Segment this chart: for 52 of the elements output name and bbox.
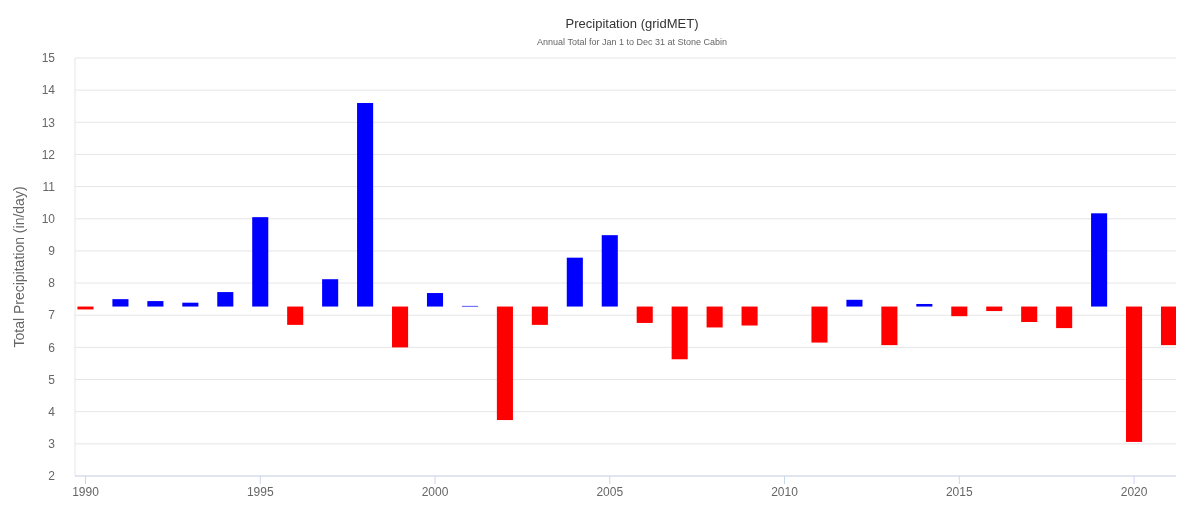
bar [287, 306, 304, 325]
y-tick-label: 10 [41, 211, 56, 226]
y-tick-label: 14 [41, 83, 56, 98]
bar [951, 306, 968, 317]
y-tick-label: 9 [48, 244, 56, 259]
bar [1126, 306, 1143, 442]
chart-subtitle: Annual Total for Jan 1 to Dec 31 at Stone Cabin [537, 37, 727, 47]
x-tick-label: 2010 [771, 485, 799, 499]
y-tick-label: 8 [48, 276, 56, 291]
y-tick-label: 13 [41, 115, 56, 130]
x-tick-label: 2005 [596, 485, 624, 499]
x-tick-label: 2015 [945, 485, 973, 499]
bar [671, 306, 688, 360]
x-tick-label: 1995 [246, 485, 274, 499]
bar [636, 306, 653, 323]
bar [112, 299, 129, 307]
x-tick-label: 1990 [72, 485, 100, 499]
bar [182, 302, 199, 307]
bar [357, 103, 374, 307]
bar [916, 303, 933, 307]
y-tick-label: 12 [41, 147, 56, 162]
y-tick-label: 2 [48, 469, 56, 484]
y-tick-label: 15 [41, 51, 56, 66]
y-tick-label: 7 [48, 308, 56, 323]
bar [322, 279, 339, 307]
x-tick-label: 2000 [421, 485, 449, 499]
bar [1021, 306, 1038, 322]
y-tick-label: 4 [48, 404, 56, 419]
y-tick-label: 6 [48, 340, 56, 355]
bar [601, 235, 618, 307]
bar [252, 217, 269, 307]
bar [706, 306, 723, 328]
bar [426, 293, 444, 307]
bar [566, 257, 583, 307]
bar [881, 306, 898, 346]
bar [811, 306, 828, 343]
bar [741, 306, 758, 326]
bar [846, 299, 863, 307]
bar [1160, 306, 1176, 346]
y-tick-label: 5 [48, 372, 56, 387]
bar [217, 292, 234, 307]
y-tick-label: 11 [42, 179, 56, 194]
y-tick-label: 3 [48, 437, 56, 452]
bar [1056, 306, 1073, 329]
bar [531, 306, 548, 325]
bar [147, 301, 164, 307]
bar [1091, 213, 1108, 307]
x-tick-label: 2020 [1120, 485, 1148, 499]
bar [496, 306, 513, 421]
chart-title: Precipitation (gridMET) [565, 16, 699, 31]
y-axis-title: Total Precipitation (in/day) [11, 186, 27, 348]
bar [392, 306, 409, 348]
